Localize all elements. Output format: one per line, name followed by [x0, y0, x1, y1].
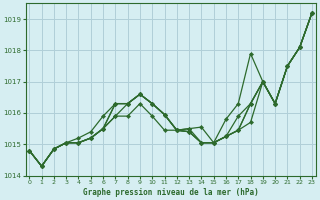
X-axis label: Graphe pression niveau de la mer (hPa): Graphe pression niveau de la mer (hPa) — [83, 188, 259, 197]
